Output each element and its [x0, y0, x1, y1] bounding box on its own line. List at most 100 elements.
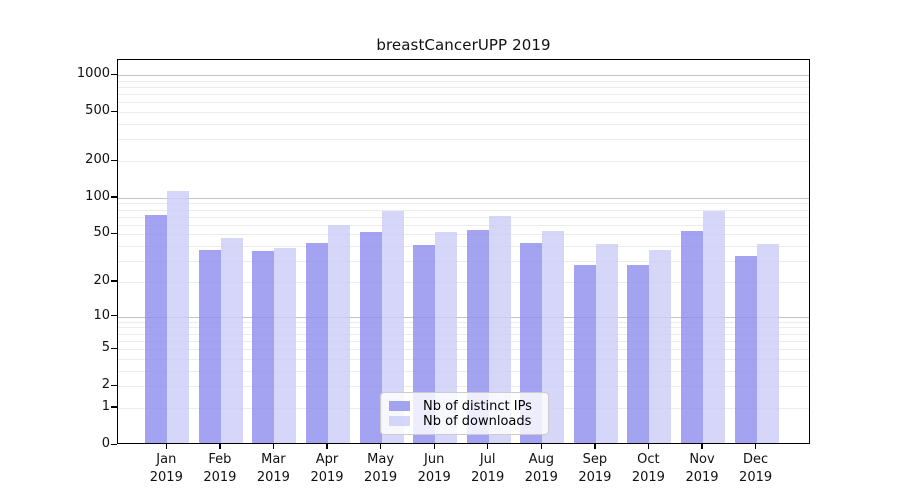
bar-s1-mar: [274, 248, 297, 443]
gridline-70: [118, 216, 809, 218]
bar-s0-oct: [627, 264, 650, 443]
plot-area: Nb of distinct IPs Nb of downloads: [117, 59, 810, 444]
gridline-100: [118, 197, 809, 199]
y-tick-mark: [111, 73, 117, 75]
gridline-80: [118, 209, 809, 211]
bar-s0-jul: [466, 230, 489, 443]
gridline-1000: [118, 75, 809, 76]
bar-s1-jan: [167, 190, 190, 443]
legend-label-distinct-ips: Nb of distinct IPs: [423, 398, 532, 414]
bar-s1-jul: [488, 215, 511, 443]
gridline-20: [118, 281, 809, 283]
gridline-5: [118, 349, 809, 350]
gridline-7: [118, 333, 809, 335]
y-tick-label: 10: [93, 307, 110, 323]
y-tick-mark: [111, 347, 117, 349]
bar-s0-feb: [198, 249, 221, 443]
x-tick-mark: [594, 444, 596, 449]
gridline-40: [118, 246, 809, 248]
y-tick-mark: [111, 159, 117, 161]
x-tick-label-jul: Jul 2019: [471, 452, 505, 485]
x-tick-label-nov: Nov 2019: [685, 452, 719, 485]
x-tick-mark: [326, 444, 328, 449]
gridline-300: [118, 139, 809, 141]
y-tick-label: 20: [93, 272, 110, 288]
x-tick-label-sep: Sep 2019: [578, 452, 612, 485]
bar-s1-may: [381, 211, 404, 443]
y-tick-mark: [111, 315, 117, 317]
x-tick-mark: [487, 444, 489, 449]
gridline-90: [118, 203, 809, 205]
gridline-60: [118, 224, 809, 226]
y-tick-mark: [111, 232, 117, 235]
x-tick-label-jun: Jun 2019: [417, 452, 451, 485]
legend-swatch-downloads: [389, 416, 410, 426]
gridline-900: [118, 80, 809, 82]
y-tick-label: 50: [93, 225, 110, 241]
bar-s0-jan: [145, 214, 168, 443]
legend: Nb of distinct IPs Nb of downloads: [380, 392, 549, 435]
bars-layer: [118, 60, 809, 443]
bar-s0-may: [359, 232, 382, 443]
grid-layer: [118, 60, 809, 443]
gridline-30: [118, 261, 809, 263]
y-tick-label: 1: [101, 398, 110, 414]
y-tick-label: 0: [101, 436, 110, 451]
bar-s1-apr: [328, 224, 350, 443]
bar-s0-sep: [573, 264, 596, 443]
gridline-2: [118, 386, 809, 388]
x-tick-mark: [219, 444, 221, 449]
gridline-3: [118, 370, 809, 372]
x-tick-label-jan: Jan 2019: [149, 452, 183, 485]
legend-row-distinct-ips: Nb of distinct IPs: [389, 398, 540, 414]
x-tick-mark: [701, 444, 703, 449]
gridline-4: [118, 358, 809, 360]
gridline-50: [118, 234, 809, 236]
y-tick-label: 500: [85, 103, 110, 119]
bar-s1-aug: [542, 231, 565, 443]
gridline-200: [118, 161, 809, 162]
bar-s0-dec: [734, 255, 757, 443]
x-tick-mark: [272, 444, 275, 449]
y-tick-mark: [111, 406, 117, 408]
bar-s1-dec: [756, 244, 779, 443]
legend-label-downloads: Nb of downloads: [423, 413, 532, 429]
x-tick-mark: [754, 444, 757, 449]
x-tick-label-may: May 2019: [364, 452, 398, 485]
bar-s1-sep: [595, 244, 618, 443]
bar-s0-nov: [681, 231, 703, 443]
gridline-400: [118, 124, 809, 125]
bar-s1-jun: [435, 232, 458, 443]
gridline-800: [118, 86, 809, 88]
y-tick-label: 2: [101, 377, 110, 393]
gridline-600: [118, 102, 809, 104]
chart-title: breastCancerUPP 2019: [376, 36, 551, 54]
x-tick-mark: [647, 444, 650, 449]
y-tick-mark: [111, 110, 117, 112]
y-tick-mark: [111, 443, 117, 445]
gridline-10: [118, 316, 809, 318]
y-tick-mark: [111, 384, 117, 387]
bar-s1-feb: [220, 238, 243, 443]
x-tick-mark: [165, 444, 167, 449]
y-tick-label: 1000: [76, 66, 110, 81]
x-tick-label-oct: Oct 2019: [631, 452, 665, 485]
x-tick-mark: [540, 444, 542, 449]
bar-s1-oct: [649, 249, 672, 443]
y-tick-label: 100: [85, 188, 110, 204]
x-tick-mark: [433, 444, 435, 449]
bar-s0-apr: [306, 242, 328, 443]
y-tick-mark: [111, 196, 117, 198]
gridline-6: [118, 340, 809, 342]
y-tick-label: 5: [101, 340, 110, 355]
x-tick-label-feb: Feb 2019: [203, 452, 237, 485]
gridline-9: [118, 321, 809, 323]
x-tick-mark: [379, 444, 382, 449]
y-tick-label: 200: [85, 152, 110, 167]
gridline-700: [118, 94, 809, 96]
legend-row-downloads: Nb of downloads: [389, 413, 540, 429]
x-tick-label-apr: Apr 2019: [310, 452, 344, 485]
legend-swatch-distinct-ips: [389, 401, 410, 411]
gridline-8: [118, 327, 809, 329]
bar-s0-mar: [252, 251, 275, 443]
